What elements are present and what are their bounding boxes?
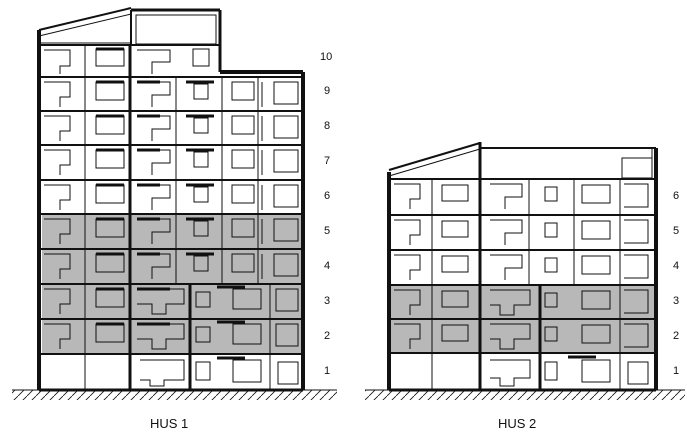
highlight-floor-5: [42, 215, 302, 248]
floor-label: 1: [324, 365, 330, 377]
highlight-floor-3: [391, 286, 654, 318]
highlight-floor-2: [42, 320, 302, 353]
floor-label: 5: [673, 225, 679, 237]
highlight-floor-2: [391, 320, 654, 352]
ground-hatch: [365, 389, 685, 400]
room-details: [394, 183, 649, 387]
floor-label: 3: [324, 295, 330, 307]
floor-label: 8: [324, 120, 330, 132]
building-label-hus1: HUS 1: [150, 416, 188, 431]
room-details: [44, 47, 299, 387]
floor-label: 2: [324, 330, 330, 342]
highlight-floor-3: [42, 285, 302, 318]
floor-labels-hus1: 10 9 8 7 6 5 4 3 2 1: [320, 51, 332, 377]
building-hus2: 6 5 4 3 2 1 HUS 2: [365, 142, 685, 431]
floor-label: 6: [324, 190, 330, 202]
floor-slabs: [389, 178, 656, 392]
building-label-hus2: HUS 2: [498, 416, 536, 431]
floor-label: 9: [324, 85, 330, 97]
floor-label: 2: [673, 330, 679, 342]
floor-slabs: [39, 44, 303, 392]
floor-label: 5: [324, 225, 330, 237]
floor-labels-hus2: 6 5 4 3 2 1: [673, 190, 679, 377]
floor-label: 4: [324, 260, 330, 272]
ground-hatch: [12, 389, 337, 400]
interior-walls: [84, 45, 271, 390]
interior-walls: [431, 179, 621, 390]
floor-label: 1: [673, 365, 679, 377]
highlight-floor-4: [42, 250, 302, 283]
floor-label: 4: [673, 260, 679, 272]
building-hus1: 10 9 8 7 6 5 4 3 2 1 HUS 1: [12, 7, 337, 431]
floor-label: 7: [324, 155, 330, 167]
floor-label: 3: [673, 295, 679, 307]
floor-label: 6: [673, 190, 679, 202]
floor-label: 10: [320, 51, 332, 63]
